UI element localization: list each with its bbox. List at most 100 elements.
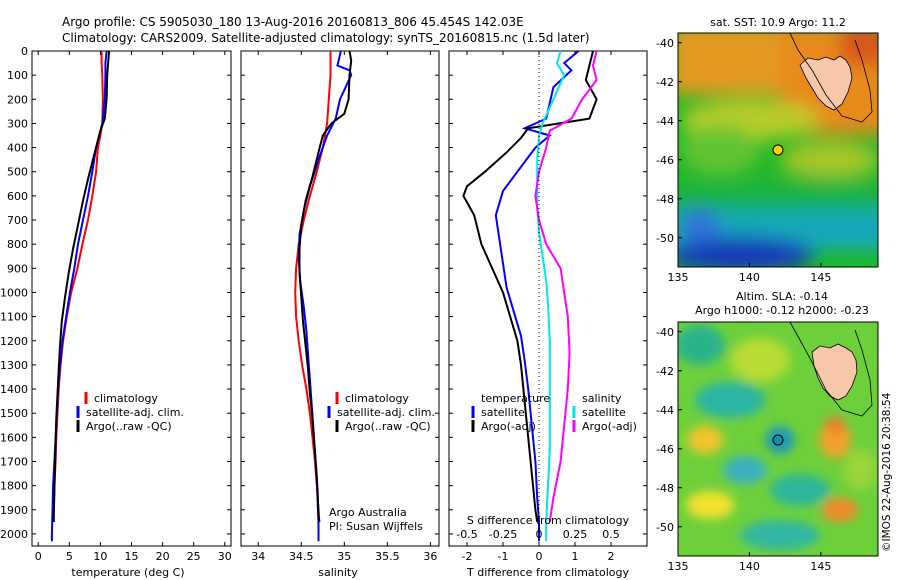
x-tick-label: -2	[462, 550, 473, 563]
map-x-tick-label: 145	[810, 560, 831, 573]
x-tick-label: 34.5	[289, 550, 314, 563]
difference-xlabel: T difference from climatology	[466, 566, 629, 579]
depth-tick-label: 1500	[0, 407, 28, 420]
series-argo	[52, 50, 111, 522]
salinity-legend: climatology satellite-adj. clim. Argo(..…	[327, 392, 435, 533]
figure-title-line1: Argo profile: CS 5905030_180 13-Aug-2016…	[62, 15, 524, 29]
depth-tick-label: 1800	[0, 480, 28, 493]
depth-tick-label: 2000	[0, 528, 28, 541]
x-tick-label: 0	[35, 550, 42, 563]
depth-tick-label: 1700	[0, 455, 28, 468]
x-tick-label: 34	[251, 550, 265, 563]
sla-map-frame	[677, 321, 879, 557]
map-y-tick-label: -48	[656, 482, 674, 495]
legend-label-climatology: climatology	[94, 392, 158, 405]
depth-tick-label: 300	[7, 117, 28, 130]
salinity-x-ticks: 34 34.5 35 35.5 36	[251, 51, 437, 563]
series-argo	[298, 50, 353, 523]
x-tick-label: 2	[608, 550, 615, 563]
depth-tick-label: 700	[7, 214, 28, 227]
legend-label-argo: Argo(..raw -QC)	[86, 420, 172, 433]
map-x-tick-label: 135	[668, 271, 689, 284]
series-s_sat	[536, 50, 566, 542]
x-tick-label-top: 0.25	[563, 528, 588, 541]
legend-label-argo: Argo(..raw -QC)	[345, 420, 431, 433]
sla-map-subtitle: Argo h1000: -0.12 h2000: -0.23	[695, 304, 869, 317]
x-tick-label-top: 0.5	[602, 528, 620, 541]
argo-marker-sst	[772, 144, 784, 156]
map-y-tick-label: -42	[656, 365, 674, 378]
difference-panel-frame	[448, 50, 648, 547]
sst-heatmap	[678, 33, 878, 267]
legend-label-s-argo: Argo(-adj)	[582, 420, 637, 433]
credit-pi-name: PI: Susan Wijffels	[329, 520, 423, 533]
legend-label-satellite: satellite-adj. clim.	[337, 406, 435, 419]
map-x-tick-label: 135	[668, 560, 689, 573]
legend-title-temperature: temperature	[481, 392, 550, 405]
difference-profile-lines	[462, 50, 598, 542]
legend-label-satellite: satellite-adj. clim.	[86, 406, 184, 419]
x-tick-label: 20	[156, 550, 170, 563]
x-tick-label: 0	[536, 550, 543, 563]
legend-title-salinity: salinity	[582, 392, 622, 405]
difference-x-ticks: -2 -1 0 1 2 -0.5 -0.25 0 0.25 0.5	[456, 51, 620, 563]
x-tick-label: -1	[498, 550, 509, 563]
sst-map-title: sat. SST: 10.9 Argo: 11.2	[710, 16, 846, 29]
temperature-panel-frame	[31, 50, 232, 547]
depth-tick-label: 1000	[0, 286, 28, 299]
x-tick-label-top: -0.5	[456, 528, 477, 541]
sst-map-frame	[677, 32, 879, 268]
map-y-tick-label: -44	[656, 404, 674, 417]
x-tick-label: 1	[572, 550, 579, 563]
series-s_argo	[534, 50, 598, 523]
map-y-tick-label: -48	[656, 193, 674, 206]
sla-map-ticks: 135 140 145 -40 -42 -44 -46 -48 -50	[656, 326, 831, 573]
x-tick-label-top: -0.25	[489, 528, 517, 541]
map-y-tick-label: -50	[656, 521, 674, 534]
sst-map-ticks: 135 140 145 -40 -42 -44 -46 -48 -50	[656, 37, 831, 284]
x-tick-label: 5	[66, 550, 73, 563]
x-tick-label: 35	[337, 550, 351, 563]
map-x-tick-label: 140	[739, 271, 760, 284]
temperature-profile-lines	[50, 50, 111, 542]
legend-label-t-satellite: satellite	[481, 406, 525, 419]
legend-label-s-satellite: satellite	[582, 406, 626, 419]
x-tick-label: 30	[218, 550, 232, 563]
x-tick-label: 10	[93, 550, 107, 563]
depth-tick-label: 900	[7, 262, 28, 275]
imos-timestamp: ©IMOS 22-Aug-2016 20:38:54	[881, 392, 893, 552]
depth-tick-label: 800	[7, 238, 28, 251]
depth-tick-label: 600	[7, 190, 28, 203]
map-y-tick-label: -46	[656, 154, 674, 167]
depth-tick-label: 500	[7, 166, 28, 179]
depth-tick-label: 0	[21, 45, 28, 58]
sla-map-title: Altim. SLA: -0.14	[736, 290, 828, 303]
legend-label-climatology: climatology	[345, 392, 409, 405]
credit-argo-australia: Argo Australia	[329, 506, 407, 519]
series-clim	[52, 51, 104, 522]
x-tick-label: 36	[423, 550, 437, 563]
depth-tick-label: 1400	[0, 383, 28, 396]
map-x-tick-label: 145	[810, 271, 831, 284]
depth-tick-label: 1600	[0, 431, 28, 444]
map-y-tick-label: -44	[656, 115, 674, 128]
depth-tick-label: 1200	[0, 335, 28, 348]
map-y-tick-label: -40	[656, 326, 674, 339]
series-t_argo	[462, 50, 598, 523]
map-y-tick-label: -42	[656, 76, 674, 89]
map-y-tick-label: -50	[656, 232, 674, 245]
x-tick-label-top: 0	[536, 528, 543, 541]
series-sat	[50, 50, 108, 542]
depth-tick-label: 100	[7, 69, 28, 82]
depth-tick-label: 1900	[0, 504, 28, 517]
legend-label-t-argo: Argo(-adj)	[481, 420, 536, 433]
temperature-xlabel: temperature (deg C)	[71, 566, 184, 579]
series-sat	[297, 50, 353, 542]
map-x-tick-label: 140	[739, 560, 760, 573]
depth-tick-label: 400	[7, 142, 28, 155]
temperature-legend: climatology satellite-adj. clim. Argo(..…	[76, 392, 184, 433]
map-y-tick-label: -40	[656, 37, 674, 50]
difference-xlabel-top: S difference from climatology	[467, 514, 630, 527]
salinity-profile-lines	[294, 50, 353, 542]
